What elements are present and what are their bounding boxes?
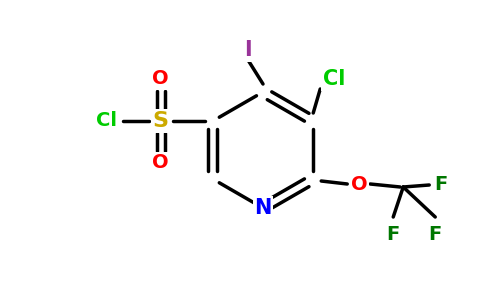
Text: Cl: Cl bbox=[323, 69, 346, 89]
Text: O: O bbox=[351, 175, 367, 194]
Text: F: F bbox=[429, 224, 442, 244]
Text: I: I bbox=[244, 40, 252, 60]
Text: O: O bbox=[152, 154, 169, 172]
Text: F: F bbox=[435, 176, 448, 194]
Text: O: O bbox=[152, 70, 169, 88]
Text: N: N bbox=[254, 198, 272, 218]
Text: F: F bbox=[387, 224, 400, 244]
Text: Cl: Cl bbox=[96, 112, 117, 130]
Text: S: S bbox=[153, 111, 169, 131]
